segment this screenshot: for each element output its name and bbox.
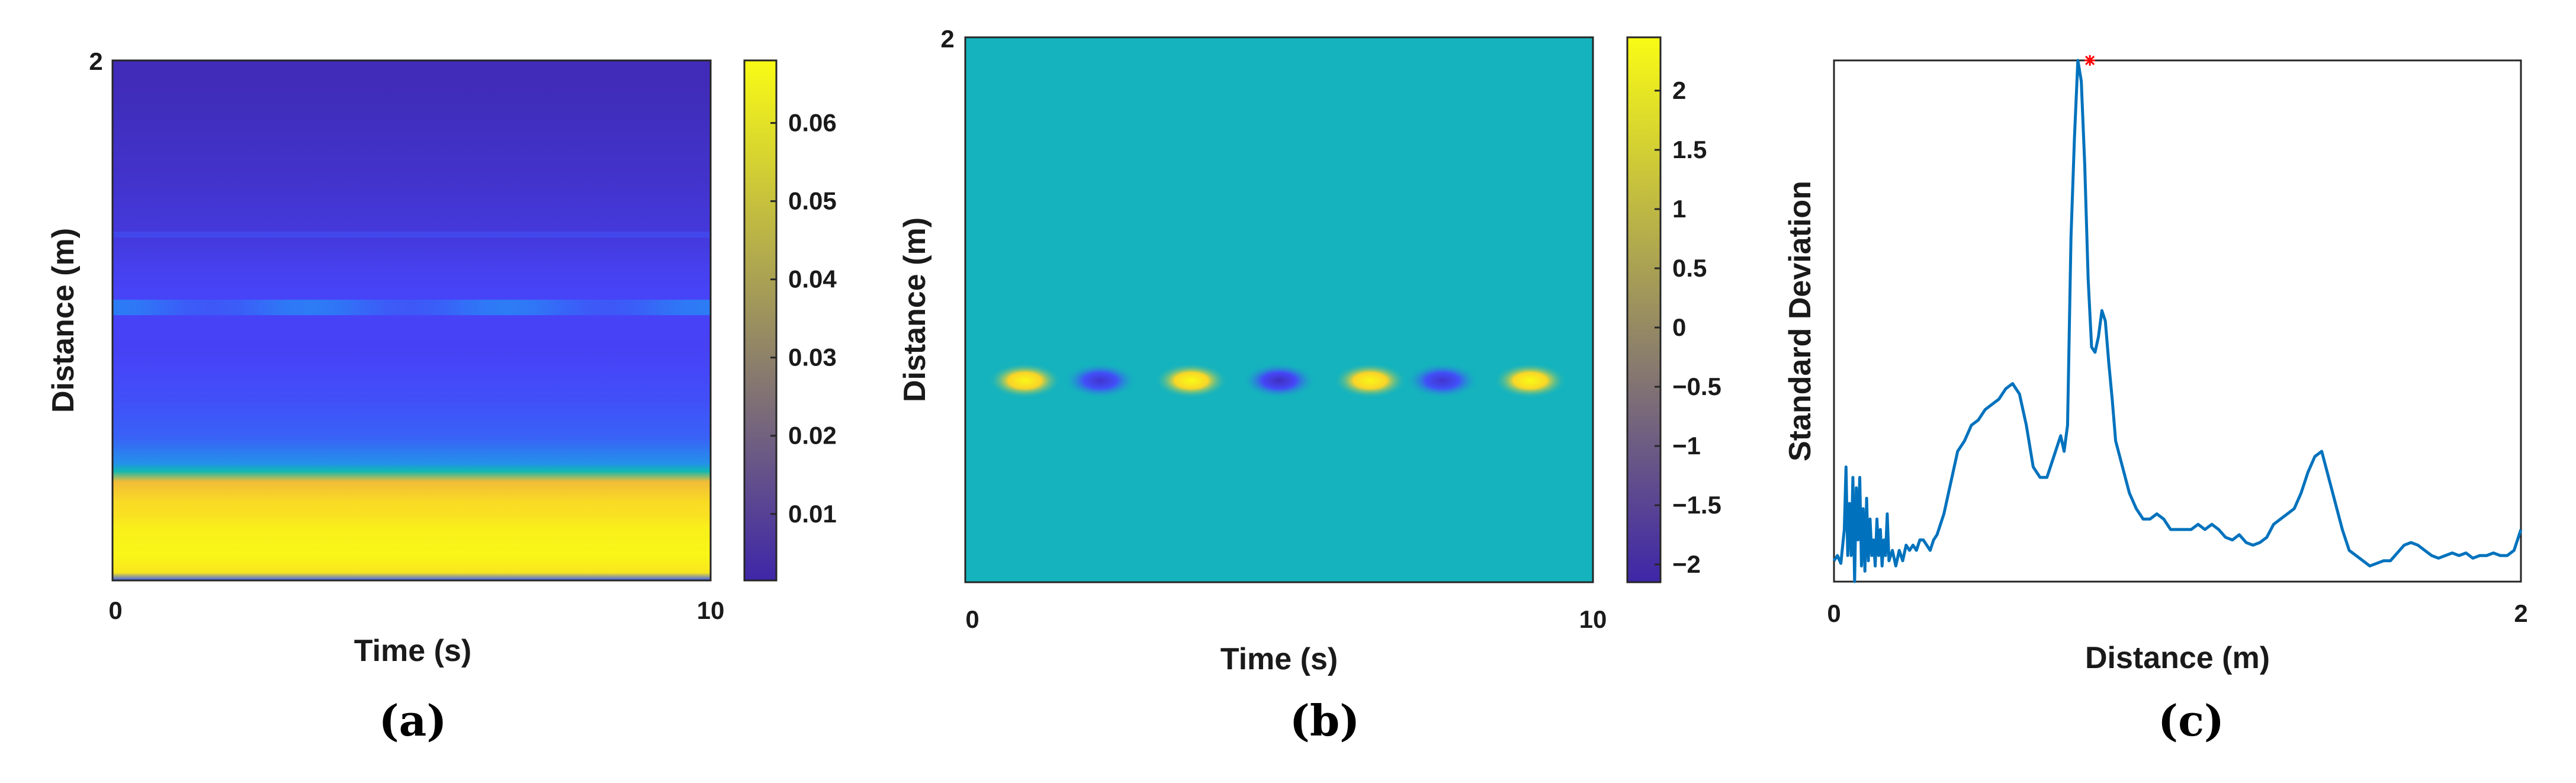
heatmap-a-profile bbox=[113, 60, 711, 580]
heatmap-a-ripple-band bbox=[113, 300, 711, 316]
heatmap-a-colorbar-tick-label: 0.05 bbox=[788, 187, 837, 215]
heatmap-a-colorbar bbox=[744, 60, 776, 580]
line-panel-c: 0 2 Distance (m) Standard Deviation (c) bbox=[1783, 55, 2528, 746]
heatmap-a-faint-band bbox=[113, 232, 711, 238]
heatmap-b-colorbar-tick-label: 0 bbox=[1672, 313, 1686, 341]
heatmap-b-blob bbox=[1493, 362, 1567, 399]
heatmap-b-x-tick-10: 10 bbox=[1579, 605, 1607, 633]
heatmap-a-x-axis-label: Time (s) bbox=[354, 634, 471, 668]
line-c-peak-stroke bbox=[2085, 55, 2095, 66]
heatmap-b-colorbar-tick-label: 0.5 bbox=[1672, 254, 1707, 282]
heatmap-a-frame bbox=[111, 59, 712, 582]
heatmap-a-colorbar-tick-label: 0.04 bbox=[788, 265, 837, 293]
heatmap-b-colorbar-frame bbox=[1626, 36, 1662, 583]
heatmap-b-y-axis-label: Distance (m) bbox=[898, 217, 932, 402]
line-c-peak-marker bbox=[2084, 55, 2096, 66]
line-c-x-tick-2: 2 bbox=[2514, 599, 2527, 627]
heatmap-b-y-tick-2: 2 bbox=[940, 25, 954, 53]
heatmap-a-x-tick-0: 0 bbox=[108, 596, 122, 624]
heatmap-panel-b: 2 0 10 Time (s) Distance (m) 2 1.5 1 0.5 0 −0… bbox=[898, 25, 1721, 746]
heatmap-b-colorbar-tick-label: −2 bbox=[1672, 550, 1701, 578]
line-c-series bbox=[1832, 59, 2523, 583]
panel-label-b: (b) bbox=[1290, 695, 1360, 746]
heatmap-a-y-axis-label: Distance (m) bbox=[46, 228, 81, 413]
heatmap-a-colorbar-ticks: 0.01 0.02 0.03 0.04 0.05 0.06 bbox=[770, 109, 837, 528]
heatmap-b-plot-area bbox=[965, 37, 1593, 582]
heatmap-b-blob bbox=[1242, 362, 1316, 399]
heatmap-b-colorbar-tick-label: −1.5 bbox=[1672, 491, 1721, 519]
heatmap-b-blob bbox=[1154, 362, 1228, 399]
heatmap-a-y-tick-2: 2 bbox=[89, 47, 102, 75]
heatmap-b-blob bbox=[1063, 362, 1137, 399]
heatmap-b-colorbar-tick-label: −1 bbox=[1672, 432, 1701, 460]
heatmap-b-frame bbox=[964, 36, 1594, 583]
heatmap-b-colorbar-tick-label: 2 bbox=[1672, 76, 1686, 104]
line-c-plot-area bbox=[1833, 59, 2522, 583]
heatmap-b-x-axis-label: Time (s) bbox=[1220, 642, 1338, 676]
heatmap-panel-a: 2 0 10 Time (s) Distance (m) 0.010.020.0… bbox=[46, 47, 837, 746]
line-c-y-axis-label: Standard Deviation bbox=[1783, 181, 1817, 461]
heatmap-a-colorbar-tick-label: 0.01 bbox=[788, 500, 837, 528]
heatmap-a-colorbar-frame bbox=[743, 59, 778, 582]
heatmap-b-colorbar-ticks: 2 1.5 1 0.5 0 −0.5 −1 −1.5 −2 bbox=[1655, 76, 1721, 578]
heatmap-a-colorbar-tick-label: 0.06 bbox=[788, 109, 837, 137]
heatmap-a-colorbar-tick-label: 0.03 bbox=[788, 344, 837, 371]
heatmap-b-colorbar-tick-label: 1 bbox=[1672, 195, 1686, 223]
heatmap-a-colorbar-tick-label: 0.02 bbox=[788, 422, 837, 450]
heatmap-b-colorbar bbox=[1627, 37, 1660, 582]
heatmap-b-colorbar-tick-label: −0.5 bbox=[1672, 373, 1721, 400]
heatmap-b-x-tick-0: 0 bbox=[965, 605, 979, 633]
heatmap-b-blob bbox=[988, 362, 1062, 399]
panel-label-a: (a) bbox=[379, 695, 447, 746]
panel-label-c: (c) bbox=[2158, 695, 2224, 746]
line-c-x-tick-0: 0 bbox=[1827, 599, 1841, 627]
heatmap-a-x-tick-10: 10 bbox=[697, 596, 725, 624]
heatmap-b-colorbar-tick-label: 1.5 bbox=[1672, 136, 1707, 163]
heatmap-b-blobs bbox=[988, 362, 1567, 399]
heatmap-b-blob bbox=[1405, 362, 1479, 399]
line-c-x-axis-label: Distance (m) bbox=[2085, 641, 2270, 675]
heatmap-b-blob bbox=[1333, 362, 1407, 399]
